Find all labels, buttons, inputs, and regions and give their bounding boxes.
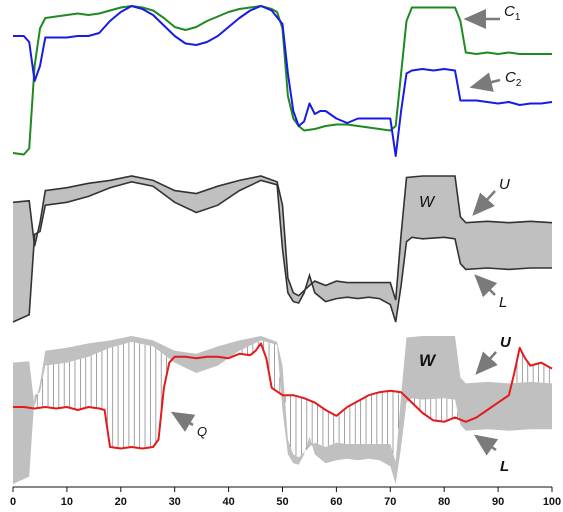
x-tick-label: 50 xyxy=(276,496,288,508)
annotation-label: U xyxy=(500,334,512,351)
band-upper-line xyxy=(12,175,553,301)
x-tick-label: 100 xyxy=(543,496,561,508)
annotation-arrow xyxy=(472,190,496,216)
panel-bottom xyxy=(13,336,553,484)
annotation-arrow xyxy=(473,434,499,456)
x-tick-label: 80 xyxy=(438,496,450,508)
x-tick-label: 60 xyxy=(330,496,342,508)
x-tick-label: 90 xyxy=(492,496,504,508)
top-series-layer xyxy=(12,5,553,157)
annotation-layer: C1 C2 W U L W U L Q xyxy=(170,3,522,475)
band-lower-line xyxy=(12,179,552,323)
annotation-label: Q xyxy=(197,424,207,439)
band-area xyxy=(13,336,552,484)
annotation-label: C1 xyxy=(504,3,521,23)
series-line-c2 xyxy=(13,5,553,157)
annotation-arrow xyxy=(474,274,498,298)
annotation-arrow xyxy=(170,411,196,432)
bottom-band-layer xyxy=(13,336,552,484)
annotation-label: W xyxy=(419,194,436,211)
annotation-arrow xyxy=(475,351,498,375)
panel-top xyxy=(12,5,553,157)
x-tick-label: 40 xyxy=(222,496,234,508)
series-line-q xyxy=(13,342,553,450)
annotation-label: L xyxy=(499,294,507,311)
bottom-hatch-layer xyxy=(36,341,550,456)
middle-band-layer xyxy=(12,175,553,323)
series-line-c1 xyxy=(12,5,552,156)
x-tick-label: 0 xyxy=(10,496,16,508)
annotation-label: W xyxy=(419,351,437,370)
annotation-label: L xyxy=(500,458,509,475)
annotation-label: C2 xyxy=(505,69,522,89)
x-axis: 0 10 20 30 40 50 60 70 80 90 100 xyxy=(10,486,561,508)
x-tick-label: 30 xyxy=(169,496,181,508)
annotation-label: U xyxy=(499,176,510,193)
panel-middle xyxy=(12,175,553,323)
annotation-arrow xyxy=(469,72,501,92)
x-tick-label: 10 xyxy=(61,496,73,508)
bottom-series-layer xyxy=(13,342,553,450)
x-tick-label: 70 xyxy=(384,496,396,508)
x-tick-label: 20 xyxy=(115,496,127,508)
x-axis-ticks: 0 10 20 30 40 50 60 70 80 90 100 xyxy=(10,487,561,508)
